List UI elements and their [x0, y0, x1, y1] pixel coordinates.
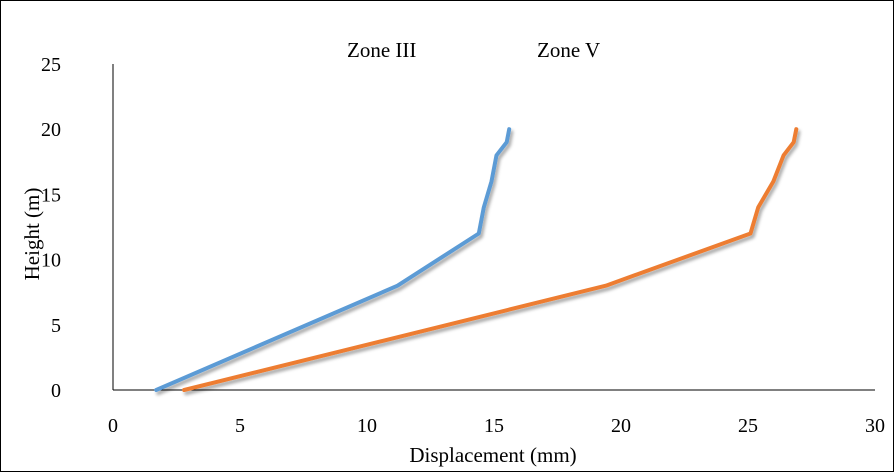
x-tick-label: 5 [235, 415, 245, 437]
x-tick-label: 20 [611, 415, 631, 437]
x-tick-label: 30 [865, 415, 885, 437]
y-tick-label: 20 [41, 119, 61, 141]
x-tick-label: 15 [484, 415, 504, 437]
y-axis-title: Height (m) [20, 188, 44, 281]
legend-label-zone-iii: Zone III [347, 38, 416, 62]
x-tick-label: 10 [357, 415, 377, 437]
legend: Zone III Zone V [303, 38, 600, 62]
y-tick-label: 15 [41, 184, 61, 206]
y-tick-label: 5 [51, 315, 61, 337]
y-tick-label: 25 [41, 54, 61, 76]
series-line-zone-iii [154, 127, 512, 392]
y-axis-ticks: 0 5 10 15 20 25 [41, 54, 61, 402]
series-line-zone-v [182, 127, 799, 392]
legend-label-zone-v: Zone V [537, 38, 600, 62]
x-axis-ticks: 0 5 10 15 20 25 30 [108, 415, 885, 437]
x-tick-label: 0 [108, 415, 118, 437]
series-lines [154, 127, 799, 392]
y-tick-label: 10 [41, 250, 61, 272]
x-axis-title: Displacement (mm) [409, 443, 576, 467]
x-tick-label: 25 [738, 415, 758, 437]
y-tick-label: 0 [51, 380, 61, 402]
